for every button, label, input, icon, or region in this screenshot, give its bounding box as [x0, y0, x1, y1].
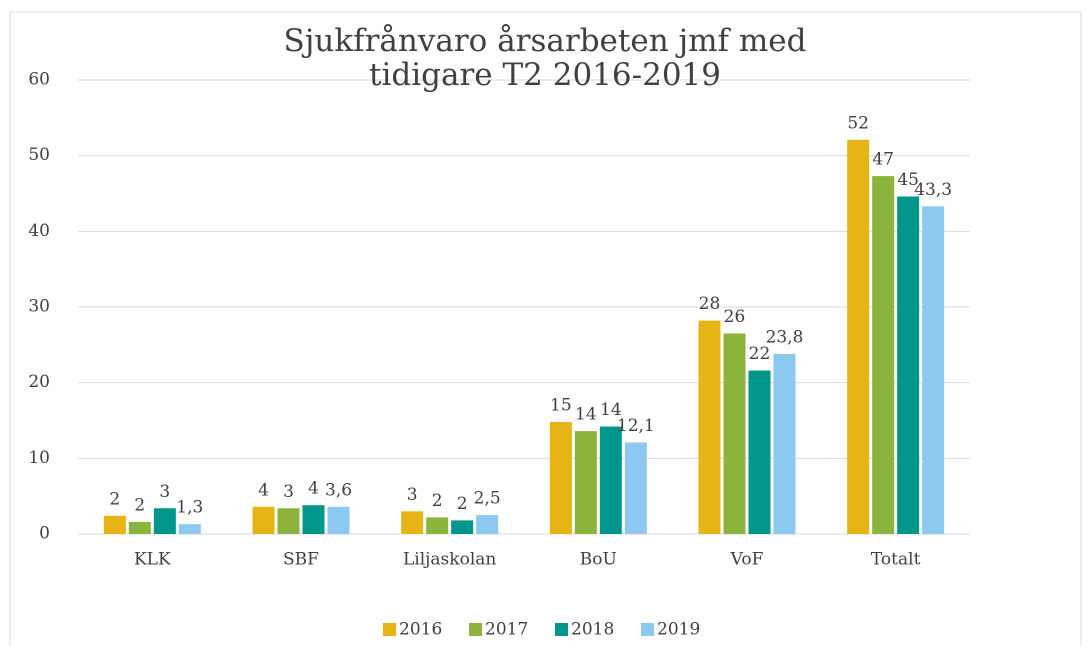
bar [401, 511, 424, 534]
bar [748, 370, 771, 534]
data-label: 2 [457, 494, 468, 514]
y-tick-label: 40 [28, 221, 50, 241]
bar [872, 176, 895, 534]
bar [252, 506, 275, 534]
bar [451, 520, 474, 534]
bar [128, 521, 151, 534]
data-label: 4 [308, 479, 319, 499]
bar [773, 353, 796, 534]
legend-label: 2019 [657, 620, 700, 640]
y-tick-label: 60 [28, 70, 50, 90]
data-label: 2,5 [474, 489, 501, 509]
data-label: 22 [749, 344, 771, 364]
data-label: 2 [134, 495, 145, 515]
legend-label: 2018 [571, 620, 614, 640]
data-label: 26 [724, 307, 746, 327]
data-label: 23,8 [766, 327, 804, 347]
legend-swatch [555, 623, 568, 636]
data-label: 15 [550, 396, 572, 416]
bar [302, 505, 325, 534]
bar [103, 515, 126, 534]
data-label: 3 [159, 482, 170, 502]
bar [922, 206, 945, 534]
data-label: 3 [283, 482, 294, 502]
y-tick-label: 20 [28, 372, 50, 392]
legend-swatch [469, 623, 482, 636]
y-tick-label: 50 [28, 145, 50, 165]
legend-label: 2016 [399, 620, 442, 640]
bar [698, 320, 721, 534]
data-label: 45 [897, 170, 919, 190]
x-tick-label: Totalt [871, 550, 921, 570]
data-label: 12,1 [617, 416, 655, 436]
bar [153, 508, 176, 534]
bar [178, 524, 201, 534]
data-label: 47 [872, 150, 894, 170]
bar [847, 139, 870, 534]
bar [624, 442, 647, 534]
bar [426, 517, 449, 534]
bar [723, 333, 746, 534]
bar [327, 506, 350, 534]
x-tick-label: BoU [580, 550, 617, 570]
data-label: 2 [109, 489, 120, 509]
bar [549, 422, 572, 534]
x-tick-label: SBF [283, 550, 319, 570]
data-label: 2 [432, 491, 443, 511]
y-tick-label: 30 [28, 297, 50, 317]
bar [599, 426, 622, 534]
data-label: 3,6 [325, 480, 352, 500]
bar [574, 431, 597, 534]
data-label: 14 [575, 405, 597, 425]
data-label: 28 [699, 294, 721, 314]
y-tick-label: 0 [39, 524, 50, 544]
bar [897, 196, 920, 534]
data-label: 1,3 [176, 498, 203, 518]
legend-label: 2017 [485, 620, 528, 640]
legend-swatch [383, 623, 396, 636]
bar [476, 515, 499, 534]
data-label: 4 [258, 480, 269, 500]
data-label: 14 [600, 400, 622, 420]
x-tick-label: KLK [134, 550, 171, 570]
data-label: 52 [847, 113, 869, 133]
data-label: 43,3 [914, 180, 952, 200]
y-tick-label: 10 [28, 448, 50, 468]
x-tick-label: VoF [730, 550, 764, 570]
data-label: 3 [407, 485, 418, 505]
bar [277, 508, 300, 534]
legend-swatch [641, 623, 654, 636]
x-tick-label: Liljaskolan [403, 550, 496, 570]
chart-title: Sjukfrånvaro årsarbeten jmf med tidigare… [283, 23, 807, 93]
